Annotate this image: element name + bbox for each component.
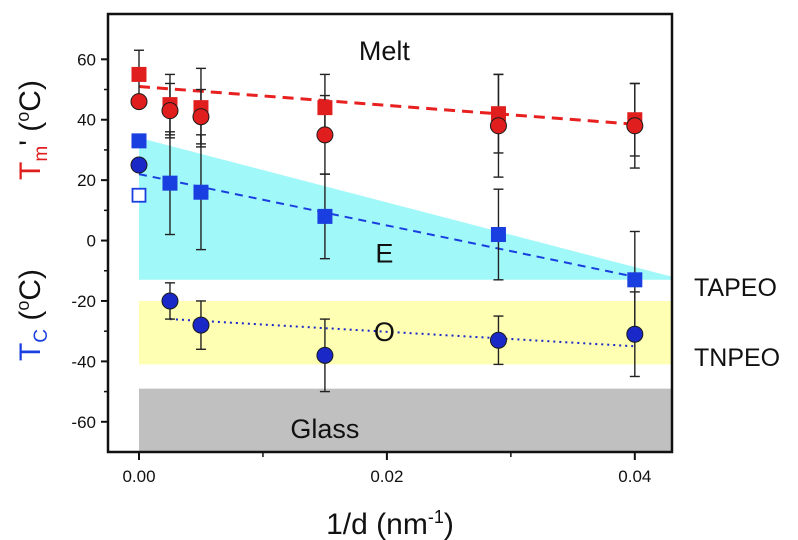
axis-ticks-layer <box>101 58 636 460</box>
y-tick-label: 0 <box>87 232 96 251</box>
y-tick-label: -40 <box>71 352 96 371</box>
data-point-circle <box>130 93 148 111</box>
y-axis-title-tm-unit: C) <box>14 80 47 112</box>
data-point-square <box>490 106 506 122</box>
x-tick-label: 0.04 <box>618 467 651 486</box>
data-point-square <box>317 208 333 224</box>
y-tick-label: 20 <box>77 171 96 190</box>
data-point-circle <box>161 292 179 310</box>
data-point-circle <box>192 108 210 126</box>
data-point-circle <box>489 331 507 349</box>
side-label-tapeo: TAPEO <box>694 274 777 302</box>
x-tick-label: 0.00 <box>122 467 155 486</box>
y-axis-title-tc: TC (oC) <box>13 269 52 361</box>
side-label-tnpeo: TNPEO <box>694 344 780 372</box>
fit-line-1 <box>138 85 635 126</box>
region-label-melt: Melt <box>359 36 411 66</box>
region-label-glass: Glass <box>290 414 359 444</box>
data-point-square <box>162 175 178 191</box>
x-axis-title-base: 1/d (nm <box>326 508 428 540</box>
y-axis-title-tm-sub: m <box>31 146 52 162</box>
data-point-circle <box>192 316 210 334</box>
y-axis-title-tm-sup: o <box>13 112 33 122</box>
y-axis-title-tc-prefix: T <box>14 343 47 361</box>
y-tick-label: -20 <box>71 292 96 311</box>
regions-layer <box>139 137 672 452</box>
data-point-square <box>490 227 506 243</box>
y-axis-title-tc-sub: C <box>31 329 52 343</box>
labels-layer: -60 -40 -20 0 20 40 60 0.00 0.02 0.04 Glass O E Melt T… <box>13 36 780 540</box>
region-label-e: E <box>375 239 393 269</box>
region-glass <box>139 388 672 452</box>
y-tick-label: -60 <box>71 413 96 432</box>
plot-frame <box>106 12 674 454</box>
y-axis-title-tc-rest: ( <box>14 311 47 329</box>
data-points-layer <box>130 66 644 364</box>
data-point-circle <box>316 346 334 364</box>
y-axis-title-tm-prefix: T <box>14 162 47 180</box>
fit-lines-layer <box>138 85 636 348</box>
data-point-open-square <box>131 187 147 203</box>
y-axis-title-tm: Tm' (oC) <box>13 80 52 180</box>
fit-line-2 <box>138 173 636 278</box>
data-point-circle <box>626 117 644 135</box>
region-e <box>139 137 672 280</box>
data-point-square <box>193 184 209 200</box>
data-point-circle <box>161 102 179 120</box>
y-axis-title-tm-rest: ' ( <box>14 122 47 146</box>
y-axis-title-tc-sup: o <box>13 301 33 311</box>
data-point-circle <box>489 117 507 135</box>
data-point-square <box>317 100 333 116</box>
y-tick-label: 40 <box>77 111 96 130</box>
data-point-circle <box>130 156 148 174</box>
data-point-square <box>131 133 147 149</box>
y-axis-title-tc-unit: C) <box>14 269 47 301</box>
x-axis-title-sup: -1 <box>428 507 444 527</box>
x-tick-label: 0.02 <box>370 467 403 486</box>
x-axis-title: 1/d (nm-1) <box>326 507 454 540</box>
x-axis-title-close: ) <box>444 508 454 540</box>
region-label-o: O <box>374 317 395 347</box>
data-point-square <box>131 66 147 82</box>
data-point-square <box>627 272 643 288</box>
data-point-circle <box>626 325 644 343</box>
y-tick-label: 60 <box>77 50 96 69</box>
data-point-circle <box>316 126 334 144</box>
